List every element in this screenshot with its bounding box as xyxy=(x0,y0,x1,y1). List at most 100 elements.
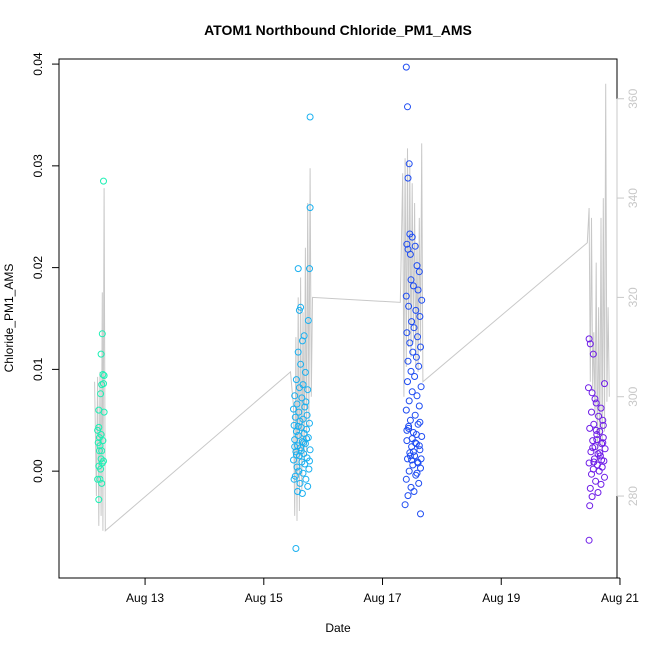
data-point-series-3 xyxy=(408,388,416,396)
data-point-series-2 xyxy=(293,400,301,408)
data-point-series-4 xyxy=(592,426,600,434)
data-point-series-2 xyxy=(298,490,306,497)
data-point-series-3 xyxy=(403,426,411,434)
data-point-series-2 xyxy=(304,317,312,324)
data-point-series-1 xyxy=(97,350,105,358)
data-point-series-3 xyxy=(402,406,410,414)
data-point-series-2 xyxy=(291,436,299,444)
data-point-series-4 xyxy=(587,448,595,456)
data-point-series-2 xyxy=(306,113,314,121)
data-point-series-3 xyxy=(414,333,421,341)
data-point-series-1 xyxy=(97,465,105,473)
data-point-series-2 xyxy=(302,475,310,483)
data-point-series-3 xyxy=(406,449,414,457)
data-point-series-2 xyxy=(301,403,309,411)
data-point-series-3 xyxy=(417,383,425,391)
data-point-series-2 xyxy=(306,457,313,465)
data-point-series-1 xyxy=(98,479,106,487)
data-point-series-3 xyxy=(405,397,413,405)
data-point-series-4 xyxy=(585,459,593,467)
data-point-series-3 xyxy=(405,467,413,475)
data-point-series-2 xyxy=(295,408,303,416)
data-point-series-2 xyxy=(290,456,297,464)
data-point-series-4 xyxy=(599,416,607,424)
data-point-series-3 xyxy=(414,286,422,294)
data-point-series-2 xyxy=(304,482,312,490)
data-point-series-4 xyxy=(599,434,607,442)
data-point-series-3 xyxy=(407,367,415,375)
data-point-series-3 xyxy=(416,313,424,320)
data-point-series-4 xyxy=(590,455,598,463)
data-point-series-4 xyxy=(601,473,608,481)
data-point-series-1 xyxy=(99,437,107,445)
data-point-series-2 xyxy=(297,447,305,455)
data-point-series-2 xyxy=(291,472,299,480)
data-point-series-3 xyxy=(412,306,420,314)
data-point-series-2 xyxy=(302,398,310,406)
data-point-series-3 xyxy=(416,418,424,426)
x-tick-label: Aug 13 xyxy=(126,591,164,605)
data-point-series-1 xyxy=(95,447,103,455)
data-point-series-3 xyxy=(406,339,414,347)
data-point-series-4 xyxy=(598,456,606,464)
data-point-series-4 xyxy=(585,384,592,392)
data-point-series-3 xyxy=(415,402,423,410)
data-point-series-3 xyxy=(415,479,423,487)
data-point-series-4 xyxy=(595,467,603,475)
data-point-series-3 xyxy=(415,362,423,370)
data-point-series-2 xyxy=(298,394,306,402)
secondary-y-tick-label: 340 xyxy=(626,188,640,208)
data-point-series-1 xyxy=(96,475,104,483)
data-point-series-3 xyxy=(411,411,419,419)
data-point-series-4 xyxy=(590,420,598,428)
data-point-series-2 xyxy=(306,265,313,273)
data-point-series-4 xyxy=(593,436,601,444)
data-point-series-4 xyxy=(596,449,604,457)
data-point-series-3 xyxy=(411,373,419,380)
data-point-series-4 xyxy=(592,477,600,485)
data-point-series-3 xyxy=(413,392,421,400)
data-point-series-2 xyxy=(290,421,298,429)
data-point-series-3 xyxy=(408,318,416,326)
data-point-series-4 xyxy=(596,452,604,460)
data-point-series-3 xyxy=(405,422,413,430)
data-point-series-2 xyxy=(298,337,306,345)
data-point-series-1 xyxy=(100,177,107,185)
data-point-series-1 xyxy=(100,408,108,416)
data-point-series-2 xyxy=(295,467,303,475)
secondary-line-layer xyxy=(94,83,610,532)
data-point-series-3 xyxy=(404,378,411,386)
data-point-series-3 xyxy=(402,63,410,71)
data-point-series-2 xyxy=(297,360,305,368)
data-point-series-3 xyxy=(401,501,409,509)
data-point-series-2 xyxy=(299,469,307,477)
data-point-series-3 xyxy=(416,446,424,454)
data-point-series-3 xyxy=(414,420,422,428)
data-point-series-2 xyxy=(292,545,300,552)
data-point-series-3 xyxy=(405,160,413,168)
data-point-series-2 xyxy=(301,368,309,376)
data-point-series-1 xyxy=(99,371,107,378)
data-point-series-2 xyxy=(291,392,299,400)
data-point-series-3 xyxy=(412,353,420,361)
data-point-series-2 xyxy=(291,443,299,451)
data-point-series-3 xyxy=(411,242,419,250)
data-point-series-4 xyxy=(588,408,595,416)
data-point-series-1 xyxy=(97,390,105,398)
data-point-series-1 xyxy=(95,423,103,431)
data-point-series-3 xyxy=(410,324,418,332)
data-point-series-4 xyxy=(586,340,594,348)
data-point-series-4 xyxy=(589,444,597,452)
secondary-y-tick-label: 300 xyxy=(626,386,640,406)
data-point-series-3 xyxy=(414,459,422,467)
data-point-series-3 xyxy=(405,424,413,432)
data-point-series-4 xyxy=(594,489,602,496)
data-point-series-4 xyxy=(586,502,594,510)
data-point-series-1 xyxy=(100,457,107,465)
data-point-series-3 xyxy=(417,510,424,518)
data-point-series-3 xyxy=(418,296,426,304)
y-tick-label: 0.04 xyxy=(31,52,45,76)
data-point-series-3 xyxy=(402,475,410,483)
secondary-series-line xyxy=(94,83,610,532)
data-point-series-2 xyxy=(293,463,301,471)
